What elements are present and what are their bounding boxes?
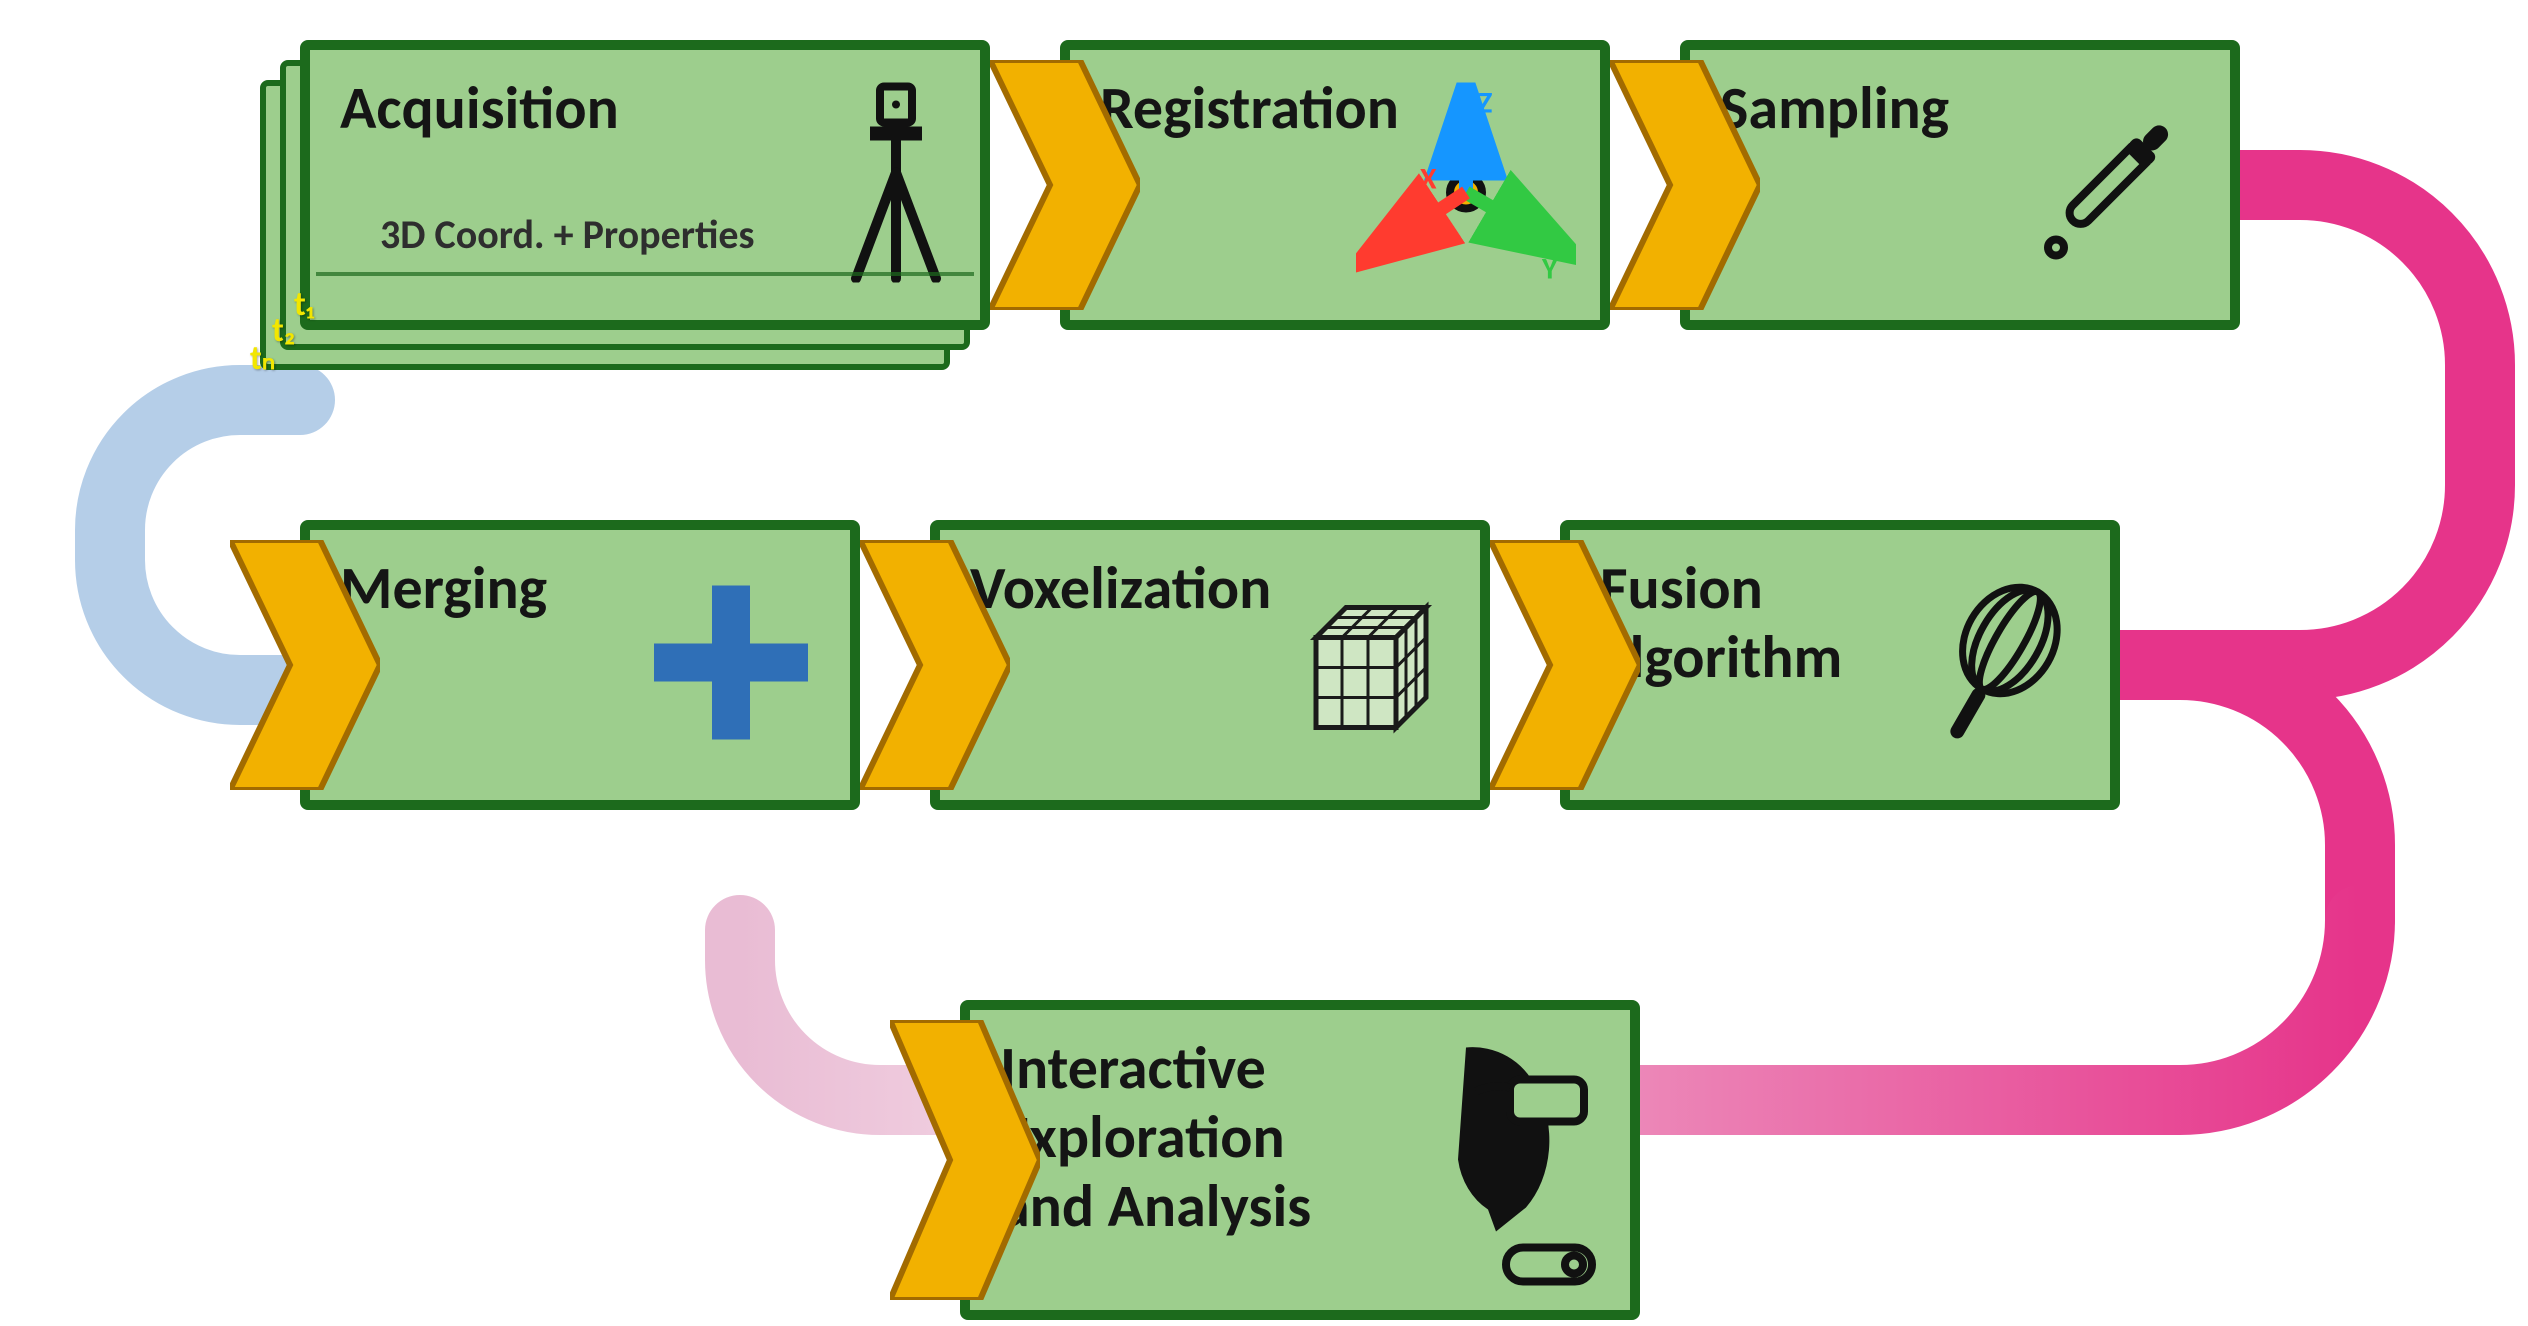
node-registration-title: Registration	[1100, 74, 1399, 143]
node-sampling: Sampling	[1680, 40, 2240, 330]
chevron-1	[1610, 60, 1760, 315]
tripod-icon	[836, 83, 956, 288]
node-acquisition: Acquisition	[300, 40, 990, 330]
t-label-0: t₁	[294, 284, 314, 325]
cube-icon	[1286, 578, 1456, 753]
node-registration: Registration Z Y X	[1060, 40, 1610, 330]
acquisition-divider	[316, 272, 974, 276]
t-label-1: t₂	[272, 310, 295, 351]
plus-icon	[636, 568, 826, 763]
dropper-icon	[2016, 88, 2206, 283]
axes-icon: Z Y X	[1356, 83, 1576, 288]
node-merging: Merging	[300, 520, 860, 810]
node-fusion: Fusion algorithm	[1560, 520, 2120, 810]
svg-text:Z: Z	[1478, 85, 1492, 122]
chevron-3	[860, 540, 1010, 795]
acquisition-subtitle: 3D Coord. + Properties	[380, 210, 754, 259]
chevron-4	[1490, 540, 1640, 795]
t-label-2: tₙ	[250, 338, 275, 379]
whisk-icon	[1906, 563, 2086, 768]
node-acquisition-title: Acquisition	[340, 74, 619, 143]
chevron-5	[890, 1020, 1040, 1305]
vr-icon	[1406, 1028, 1606, 1293]
svg-text:X: X	[1420, 161, 1437, 198]
chevron-2	[230, 540, 380, 795]
node-explore: Interactive Exploration and Analysis	[960, 1000, 1640, 1320]
node-voxelization-title: Voxelization	[970, 554, 1271, 623]
diagram-stage: Acquisition 3D Coord. + Properties t₁t₂tₙ…	[0, 0, 2528, 1326]
node-voxelization: Voxelization	[930, 520, 1490, 810]
chevron-0	[990, 60, 1140, 315]
svg-text:Y: Y	[1541, 251, 1558, 283]
node-explore-title: Interactive Exploration and Analysis	[1000, 1034, 1311, 1241]
